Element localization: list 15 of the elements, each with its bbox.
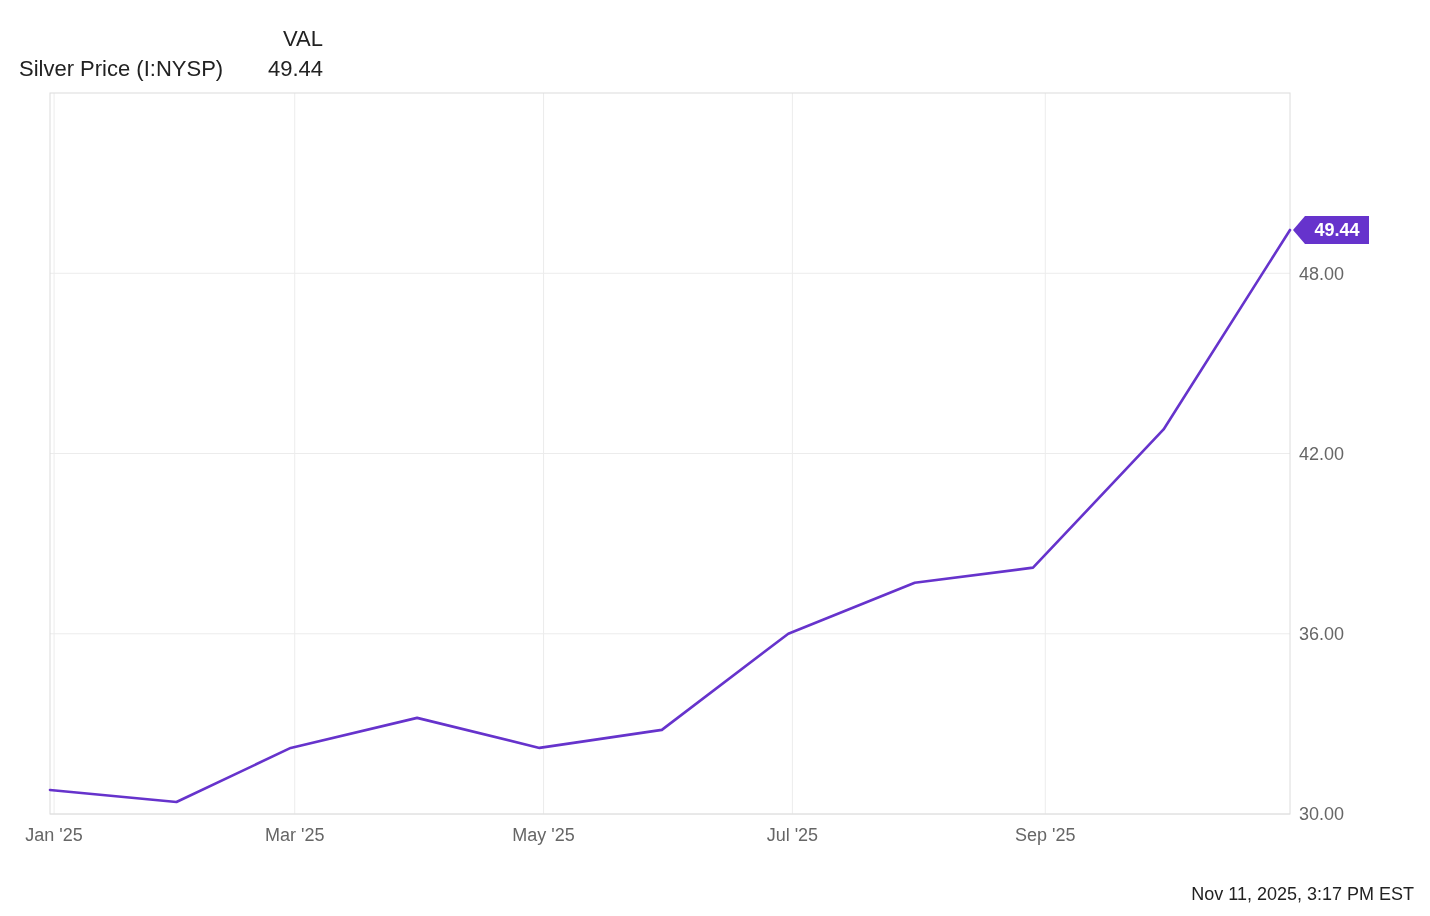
x-tick-label: May '25	[512, 825, 575, 846]
data-label: 49.44	[1314, 220, 1360, 241]
x-tick-label: Sep '25	[1015, 825, 1076, 846]
line-series	[48, 228, 1292, 804]
y-tick-label: 42.00	[1299, 443, 1345, 464]
text: 49.44	[267, 55, 323, 81]
y-tick-label: 48.00	[1299, 263, 1345, 284]
text: Nov 11, 2025, 3:17 PM EST	[1191, 884, 1414, 905]
y-tick-label: 36.00	[1299, 624, 1345, 645]
text: Silver Price (I:NYSP)	[19, 55, 224, 81]
x-tick-label: Jul '25	[766, 825, 819, 846]
y-tick-label: 30.00	[1299, 804, 1345, 825]
legend-title: VAL	[283, 25, 323, 51]
x-tick-label: Mar '25	[265, 825, 325, 846]
x-tick-label: Jan '25	[25, 825, 83, 846]
